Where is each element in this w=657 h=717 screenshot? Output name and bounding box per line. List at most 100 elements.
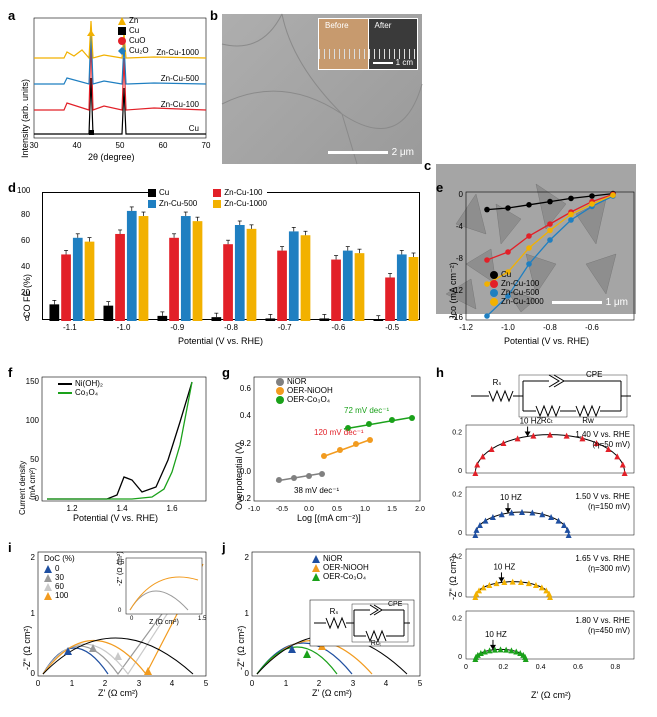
svg-text:Z (Ω cm²): Z (Ω cm²) [149,619,179,626]
svg-text:1.65 V vs. RHE: 1.65 V vs. RHE [575,554,630,563]
svg-text:0.4: 0.4 [240,411,252,420]
svg-text:-8: -8 [456,254,464,263]
svg-text:10 HZ: 10 HZ [485,630,507,639]
panel-a-xaxis: 2θ (degree) [88,152,135,162]
svg-text:0.4: 0.4 [536,664,546,671]
svg-text:50: 50 [116,141,125,150]
svg-text:0: 0 [130,616,134,622]
panel-c-label: c [424,158,431,173]
svg-text:150: 150 [26,377,40,386]
svg-text:CPE: CPE [586,370,602,379]
svg-text:70: 70 [202,141,211,150]
panel-h: h Rₛ CPE Rcₜ Rw -Z" (Ω cm²) 10 HZ 1.40 V … [436,365,636,705]
panel-b-label: b [210,8,218,23]
svg-text:Rₛ: Rₛ [330,607,339,616]
svg-text:2.0: 2.0 [415,506,425,513]
svg-text:Rw: Rw [582,416,594,425]
svg-text:2: 2 [245,553,250,562]
svg-text:2: 2 [31,553,36,562]
panel-j: j -Z" (Ω cm²) 012345 012 Rₛ CPE Rcₜ NiOR [222,540,422,705]
svg-text:Zn-Cu-500: Zn-Cu-500 [161,74,200,83]
svg-text:1.40 V vs. RHE: 1.40 V vs. RHE [575,430,630,439]
svg-text:0.2: 0.2 [452,616,462,623]
svg-text:72 mV dec⁻¹: 72 mV dec⁻¹ [344,406,389,415]
svg-text:-1.2: -1.2 [459,323,473,332]
panel-g-label: g [222,365,230,380]
svg-text:0: 0 [35,494,40,503]
svg-text:-Z" (Ω cm²): -Z" (Ω cm²) [117,551,124,586]
panel-f-yaxis: Current density [18,461,27,515]
bar-plot-area: 0 20 40 60 80 100 -1.1-1.0-0.9-0.8-0.7-0… [42,192,420,320]
svg-text:1.2: 1.2 [66,504,78,513]
panel-b-scale: 2 μm [328,147,414,158]
svg-text:-1.0: -1.0 [248,506,260,513]
panel-j-label: j [222,540,226,555]
panel-d-label: d [8,180,16,195]
svg-text:120 mV dec⁻¹: 120 mV dec⁻¹ [314,428,364,437]
svg-text:10 HZ: 10 HZ [493,562,515,571]
svg-text:0.0: 0.0 [240,467,252,476]
svg-text:0: 0 [458,530,462,537]
svg-text:0.2: 0.2 [452,554,462,561]
svg-text:(η=300 mV): (η=300 mV) [588,564,630,573]
svg-text:-0.5: -0.5 [276,506,288,513]
svg-text:4: 4 [170,679,175,688]
svg-text:1.5: 1.5 [198,616,207,622]
panel-e-label: e [436,180,443,195]
panel-e: e Jco (mA cm⁻²) -1.2-1.0-0.8-0.6 0-4-8-1… [436,180,636,350]
svg-text:1.5: 1.5 [387,506,397,513]
panel-d-xaxis: Potential (V vs. RHE) [178,336,263,346]
svg-text:-12: -12 [451,286,463,295]
svg-text:40: 40 [73,141,82,150]
svg-text:-1.0: -1.0 [501,323,515,332]
svg-text:60: 60 [159,141,168,150]
svg-text:-0.6: -0.6 [585,323,599,332]
svg-text:1: 1 [70,679,75,688]
svg-text:0: 0 [458,468,462,475]
svg-text:5: 5 [204,679,209,688]
svg-text:2: 2 [103,679,108,688]
svg-text:50: 50 [30,455,39,464]
svg-text:0: 0 [36,679,41,688]
svg-text:Rcₜ: Rcₜ [541,416,553,425]
svg-text:1: 1 [284,679,289,688]
panel-g-xaxis: Log [(mA cm⁻²)] [297,513,361,524]
panel-h-yaxis: -Z" (Ω cm²) [448,556,458,600]
svg-text:1.80 V vs. RHE: 1.80 V vs. RHE [575,616,630,625]
circuit-h: Rₛ CPE Rcₜ Rw [471,371,631,421]
panel-b-inset: Before After 1 cm [318,18,418,70]
panel-f: f Current density (mA cm²) 1.21.41.6 050… [8,365,208,525]
svg-text:1.50 V vs. RHE: 1.50 V vs. RHE [575,492,630,501]
svg-text:0.6: 0.6 [240,384,252,393]
svg-text:Cu: Cu [189,124,199,133]
svg-text:4: 4 [384,679,389,688]
svg-text:1.6: 1.6 [166,504,178,513]
svg-text:(η=150 mV): (η=150 mV) [588,502,630,511]
svg-text:CPE: CPE [388,601,403,608]
panel-h-label: h [436,365,444,380]
svg-text:38 mV dec⁻¹: 38 mV dec⁻¹ [294,486,339,495]
svg-text:3: 3 [137,679,142,688]
svg-text:0: 0 [250,679,255,688]
svg-text:10 HZ: 10 HZ [500,493,522,502]
panel-f-label: f [8,365,12,380]
svg-text:-0.8: -0.8 [543,323,557,332]
svg-text:0.2: 0.2 [452,492,462,499]
panel-e-legend: Cu Zn-Cu-100 Zn-Cu-500 Zn-Cu-1000 [490,270,544,306]
svg-text:5: 5 [418,679,423,688]
svg-text:0.2: 0.2 [240,439,252,448]
svg-text:0: 0 [464,664,468,671]
svg-text:1.0: 1.0 [360,506,370,513]
svg-text:0.0: 0.0 [304,506,314,513]
svg-text:1: 1 [245,609,250,618]
panel-a-legend: Zn Cu CuO Cu₂O [118,16,149,56]
svg-text:0: 0 [245,669,250,678]
panel-f-xaxis: Potential (V vs. RHE) [73,513,158,523]
svg-text:0: 0 [118,608,122,614]
svg-text:Zn-Cu-1000: Zn-Cu-1000 [156,48,199,57]
panel-i-legend: DoC (%) 0 30 60 100 [44,554,75,600]
svg-text:2: 2 [317,679,322,688]
panel-f-legend: Ni(OH)₂ Co₃O₄ [58,379,103,397]
panel-j-yaxis: -Z" (Ω cm²) [236,626,246,670]
panel-d: d CO FE (%) 0 20 40 60 80 100 -1.1-1.0-0… [8,180,426,350]
